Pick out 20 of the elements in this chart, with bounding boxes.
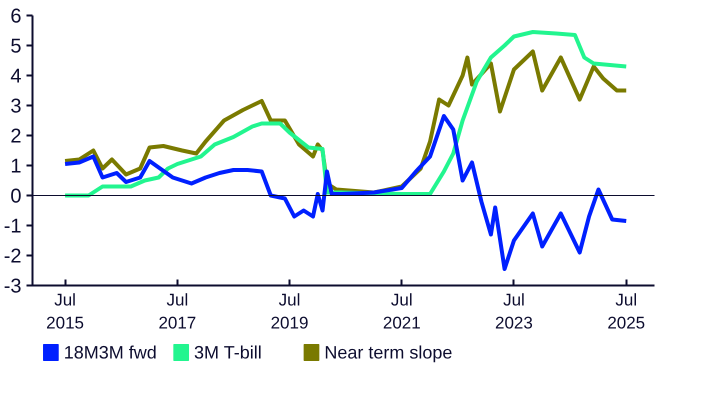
y-tick-label: -1 — [4, 216, 22, 238]
y-tick-label: 6 — [10, 6, 22, 28]
x-tick-label: Jul 2017 — [158, 290, 196, 332]
y-tick-label: 3 — [10, 96, 22, 118]
x-tick-label: Jul 2015 — [46, 290, 84, 332]
x-tick-label: Jul 2021 — [382, 290, 421, 332]
legend-label: Near term slope — [324, 342, 452, 362]
y-tick-label: 0 — [10, 186, 22, 208]
y-tick-label: 4 — [10, 66, 22, 88]
line-series — [63, 114, 628, 271]
y-tick-label: 5 — [10, 36, 22, 58]
y-tick-label: 1 — [10, 156, 22, 178]
y-tick-label: 2 — [10, 126, 22, 148]
y-tick-label: -2 — [4, 246, 22, 268]
y-tick-label: -3 — [4, 276, 22, 298]
x-tick-label: Jul 2025 — [607, 290, 646, 332]
legend-label: 18M3M fwd — [64, 342, 157, 362]
x-tick-label: Jul 2023 — [495, 290, 533, 332]
legend-label: 3M T-bill — [194, 342, 262, 362]
x-tick-label: Jul 2019 — [270, 290, 308, 332]
